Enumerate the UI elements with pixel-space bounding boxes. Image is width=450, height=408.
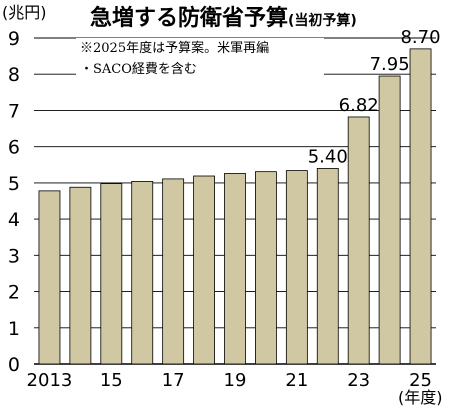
- y-tick-label-5: 5: [8, 173, 20, 195]
- y-tick-label-7: 7: [8, 100, 20, 122]
- bar-2024: [378, 75, 401, 365]
- x-tick-label-2017: 17: [162, 370, 185, 391]
- x-tick-labels: 2013 15 17 19 21 23 25: [27, 370, 432, 391]
- y-tick-label-3: 3: [8, 245, 20, 267]
- y-tick-label-9: 9: [8, 28, 20, 50]
- y-tick-label-4: 4: [8, 209, 20, 231]
- y-axis-unit-label: (兆円): [2, 3, 47, 22]
- data-labels: 5.40 6.82 7.95 8.70: [308, 27, 441, 168]
- bar-2021: [285, 170, 308, 365]
- y-tick-label-2: 2: [8, 282, 20, 304]
- note-line-1: ※2025年度は予算案。米軍再編: [80, 40, 269, 56]
- y-tick-label-8: 8: [8, 64, 20, 86]
- y-tick-label-0: 0: [8, 354, 20, 376]
- x-tick-label-2013: 2013: [27, 370, 73, 391]
- bar-2019: [224, 173, 246, 365]
- chart-subtitle: (当初予算): [288, 12, 357, 29]
- x-tick-label-2021: 21: [285, 370, 308, 391]
- chart-title: 急増する防衛省予算: [90, 5, 288, 31]
- x-tick-label-2025: 25: [409, 370, 432, 391]
- bar-2020: [255, 171, 277, 365]
- data-label-2023: 6.82: [339, 95, 379, 116]
- note-line-2: ・SACO経費を含む: [80, 61, 197, 77]
- data-label-2025: 8.70: [400, 27, 440, 48]
- bar-2014: [69, 186, 92, 365]
- bars: [38, 48, 432, 365]
- bar-2025: [409, 48, 432, 365]
- x-axis-unit-label: (年度): [398, 388, 443, 407]
- x-tick-label-2023: 23: [347, 370, 370, 391]
- bar-2018: [193, 175, 215, 365]
- notes-background: [76, 38, 324, 79]
- data-label-2022: 5.40: [308, 146, 348, 167]
- bar-2022: [316, 167, 339, 365]
- bar-2017: [162, 178, 185, 365]
- bar-2016: [131, 181, 154, 365]
- y-tick-labels: 0 1 2 3 4 5 6 7 8 9: [8, 28, 20, 376]
- bar-2015: [100, 183, 123, 365]
- bar-2023: [347, 116, 370, 365]
- bar-2013: [38, 190, 61, 365]
- data-label-2024: 7.95: [370, 54, 410, 75]
- x-tick-label-2019: 19: [224, 370, 247, 391]
- x-tick-label-2015: 15: [100, 370, 123, 391]
- y-tick-label-6: 6: [8, 137, 20, 159]
- y-tick-label-1: 1: [8, 318, 20, 340]
